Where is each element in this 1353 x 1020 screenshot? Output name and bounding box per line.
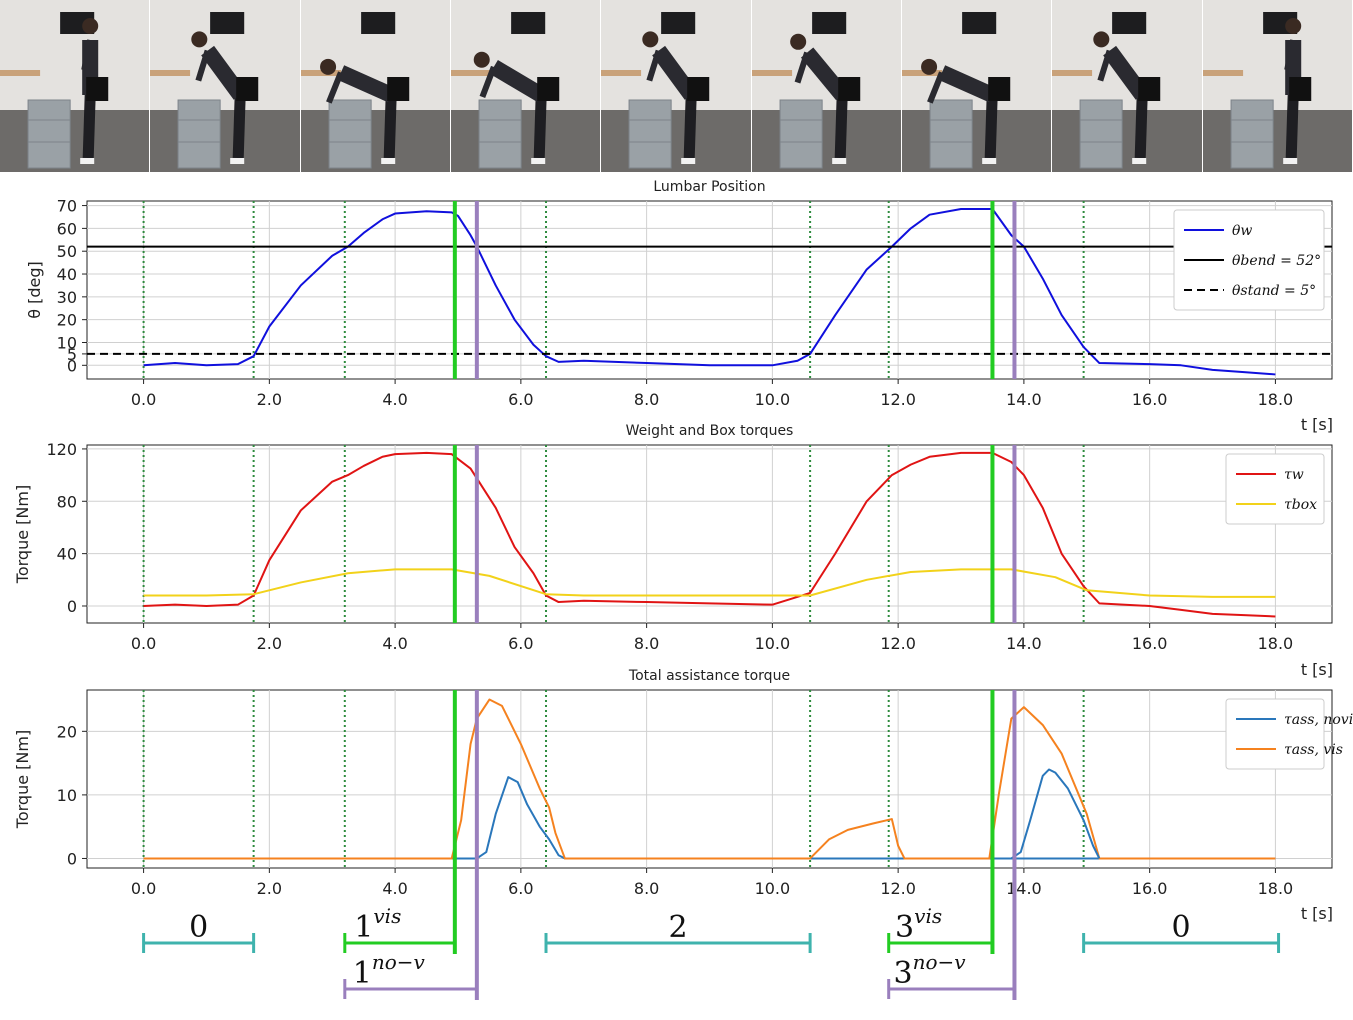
x-tick-label: 18.0 xyxy=(1258,390,1294,409)
segment-label: 1no−v xyxy=(353,950,426,991)
x-tick-label: 8.0 xyxy=(634,390,659,409)
photo-frame xyxy=(1052,0,1203,172)
photo-frame xyxy=(901,0,1053,172)
y-tick-label: 10 xyxy=(57,333,77,352)
legend-box xyxy=(1173,209,1325,311)
x-tick-label: 0.0 xyxy=(131,879,156,898)
x-tick-label: 2.0 xyxy=(257,390,282,409)
photo-strip xyxy=(0,0,1353,172)
x-tick-label: 10.0 xyxy=(755,634,791,653)
x-tick-label: 0.0 xyxy=(131,390,156,409)
photo-frame xyxy=(601,0,752,172)
photo-frame xyxy=(450,0,602,172)
x-tick-label: 16.0 xyxy=(1132,634,1168,653)
x-tick-label: 2.0 xyxy=(257,879,282,898)
y-tick-label: 60 xyxy=(57,219,77,238)
y-tick-label: 10 xyxy=(57,786,77,805)
x-tick-label: 14.0 xyxy=(1006,390,1042,409)
panel-title: Weight and Box torques xyxy=(626,423,794,439)
legend-label: θstand = 5° xyxy=(1232,283,1316,299)
x-tick-label: 4.0 xyxy=(382,390,407,409)
segment-label: 3vis xyxy=(895,904,942,945)
x-tick-label: 8.0 xyxy=(634,879,659,898)
y-axis-label: Torque [Nm] xyxy=(13,485,32,584)
series-line xyxy=(1010,768,1101,860)
x-tick-label: 16.0 xyxy=(1132,879,1168,898)
segment-label: 0 xyxy=(189,910,208,945)
y-tick-label: 0 xyxy=(67,597,77,616)
plot-area xyxy=(86,689,1333,869)
plot-area xyxy=(86,200,1333,380)
legend-box xyxy=(1225,698,1325,770)
y-tick-label: 50 xyxy=(57,242,77,261)
legend-label: τass, novis xyxy=(1284,712,1353,728)
x-tick-label: 4.0 xyxy=(382,634,407,653)
y-tick-label: 80 xyxy=(57,492,77,511)
legend-box xyxy=(1225,453,1325,525)
segment-label: 1vis xyxy=(354,904,401,945)
x-tick-label: 6.0 xyxy=(508,390,533,409)
photo-frame xyxy=(300,0,451,172)
x-tick-label: 18.0 xyxy=(1258,879,1294,898)
x-tick-label: 4.0 xyxy=(382,879,407,898)
y-tick-label: 70 xyxy=(57,197,77,216)
y-tick-label: 120 xyxy=(46,440,77,459)
x-tick-label: 10.0 xyxy=(755,879,791,898)
x-tick-label: 14.0 xyxy=(1006,879,1042,898)
photo-frame xyxy=(150,0,301,172)
series-line xyxy=(143,451,1276,618)
segment-label: 2 xyxy=(669,910,688,945)
segment-label: 3no−v xyxy=(894,950,967,991)
x-tick-label: 18.0 xyxy=(1258,634,1294,653)
y-axis-label: θ [deg] xyxy=(25,261,44,319)
photo-frame xyxy=(751,0,902,172)
y-tick-label: 0 xyxy=(67,849,77,868)
y-tick-label: 5 xyxy=(67,345,77,364)
legend-label: τass, vis xyxy=(1284,742,1343,758)
x-axis-label: t [s] xyxy=(1301,904,1333,923)
y-tick-label: 30 xyxy=(57,288,77,307)
y-tick-label: 20 xyxy=(57,311,77,330)
x-tick-label: 0.0 xyxy=(131,634,156,653)
x-tick-label: 10.0 xyxy=(755,390,791,409)
series-line xyxy=(143,776,1276,860)
legend-label: θbend = 52° xyxy=(1232,253,1321,269)
x-tick-label: 6.0 xyxy=(508,879,533,898)
photo-frame xyxy=(0,0,151,172)
x-axis-label: t [s] xyxy=(1301,660,1333,679)
legend-label: θw xyxy=(1232,223,1252,239)
x-tick-label: 8.0 xyxy=(634,634,659,653)
legend-label: τbox xyxy=(1284,497,1317,513)
y-tick-label: 20 xyxy=(57,722,77,741)
y-tick-label: 0 xyxy=(67,356,77,375)
plot-area xyxy=(86,444,1333,624)
panel-title: Total assistance torque xyxy=(628,668,790,684)
x-axis-label: t [s] xyxy=(1301,415,1333,434)
photo-frame xyxy=(1202,0,1353,172)
panel-title: Lumbar Position xyxy=(653,179,765,195)
x-tick-label: 14.0 xyxy=(1006,634,1042,653)
series-line xyxy=(143,698,1276,860)
x-tick-label: 16.0 xyxy=(1132,390,1168,409)
y-tick-label: 40 xyxy=(57,545,77,564)
x-tick-label: 12.0 xyxy=(880,879,916,898)
x-tick-label: 12.0 xyxy=(880,634,916,653)
y-tick-label: 40 xyxy=(57,265,77,284)
x-tick-label: 12.0 xyxy=(880,390,916,409)
series-line xyxy=(143,568,1276,598)
x-tick-label: 2.0 xyxy=(257,634,282,653)
segment-label: 0 xyxy=(1172,910,1191,945)
series-line xyxy=(143,207,1276,376)
x-tick-label: 6.0 xyxy=(508,634,533,653)
y-axis-label: Torque [Nm] xyxy=(13,730,32,829)
legend-label: τw xyxy=(1284,467,1304,483)
